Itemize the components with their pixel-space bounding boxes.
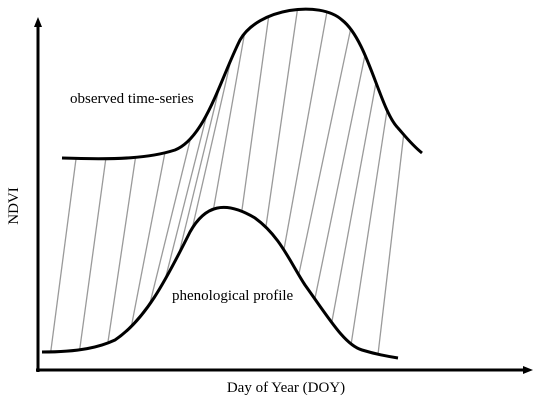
connector-line <box>212 33 246 210</box>
connector-line <box>241 16 270 212</box>
connector-line <box>79 158 107 350</box>
connector-line <box>50 158 77 352</box>
connector-line <box>283 11 328 250</box>
connector-line <box>314 54 366 300</box>
connector-line <box>377 134 405 355</box>
x-axis-label: Day of Year (DOY) <box>227 380 345 396</box>
connector-line <box>298 28 352 275</box>
connector-line <box>265 9 299 228</box>
connector-line <box>331 82 377 323</box>
connector-line <box>107 157 137 344</box>
connector-line <box>130 152 166 327</box>
observed-time-series-label: observed time-series <box>70 91 194 107</box>
observed-time-series-curve <box>61 7 423 161</box>
y-axis-label: NDVI <box>6 187 22 225</box>
connector-line <box>350 110 388 345</box>
connector-line <box>164 114 208 280</box>
connector-line <box>149 138 192 305</box>
connector-line <box>178 87 221 255</box>
connector-line <box>191 59 232 229</box>
connector-lines <box>50 9 405 355</box>
phenological-profile-curve <box>41 205 399 360</box>
phenological-profile-label: phenological profile <box>172 288 294 304</box>
